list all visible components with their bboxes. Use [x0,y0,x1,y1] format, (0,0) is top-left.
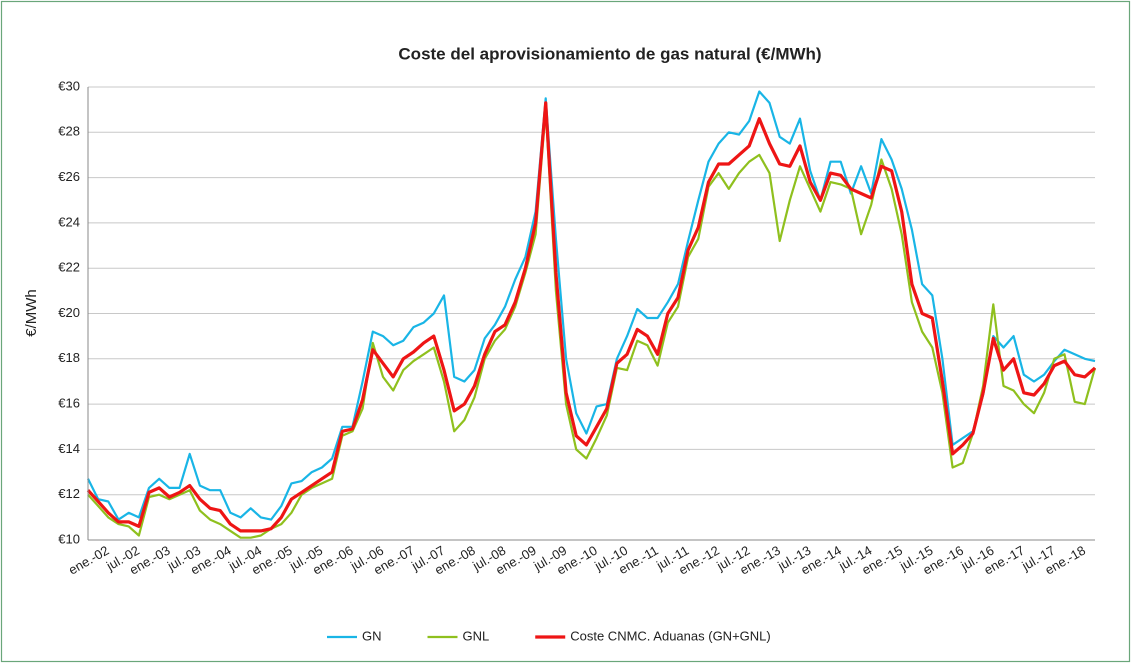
y-axis-label: €/MWh [23,289,40,337]
y-tick-label: €30 [58,78,80,93]
y-tick-label: €20 [58,305,80,320]
series-line [86,101,1097,533]
legend-label: Coste CNMC. Aduanas (GN+GNL) [570,628,770,643]
y-tick-label: €22 [58,260,80,275]
legend-label: GN [362,628,382,643]
y-tick-label: €14 [58,441,80,456]
legend: GN GNL Coste CNMC. Aduanas (GN+GNL) [327,628,771,643]
plot [86,90,1097,539]
y-tick-label: €16 [58,396,80,411]
series-line [87,108,1097,539]
y-tick-label: €26 [58,169,80,184]
y-tick-label: €28 [58,124,80,139]
y-tick-label: €12 [58,486,80,501]
series-line [87,90,1096,521]
chart-title: Coste del aprovisionamiento de gas natur… [398,44,821,63]
legend-label: GNL [463,628,490,643]
y-tick-label: €24 [58,214,80,229]
y-tick-label: €18 [58,350,80,365]
y-tick-label: €10 [58,531,80,546]
